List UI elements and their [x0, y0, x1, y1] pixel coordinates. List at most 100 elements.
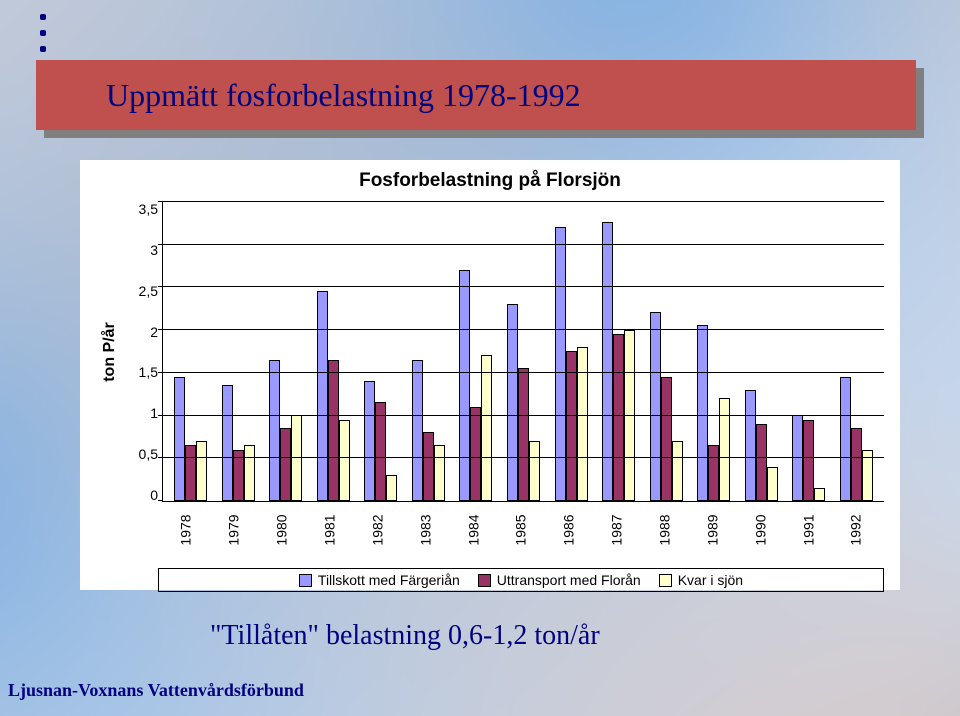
x-tick: 1985: [497, 508, 545, 524]
bar: [423, 432, 434, 501]
y-tick-mark: [158, 457, 163, 458]
bar: [375, 402, 386, 501]
chart-title: Fosforbelastning på Florsjön: [96, 170, 884, 192]
gridline: [163, 415, 884, 416]
bar-group: [832, 377, 880, 501]
x-tick-label: 1992: [848, 514, 864, 545]
bar-group: [595, 222, 643, 501]
y-tick-mark: [158, 415, 163, 416]
plot-row: ton P/år 00,511,522,533,5: [96, 202, 884, 502]
bar: [672, 441, 683, 501]
gridline: [163, 457, 884, 458]
plot-area: [162, 202, 884, 502]
bar-group: [500, 304, 548, 501]
bar: [222, 385, 233, 501]
y-tick-mark: [158, 329, 163, 330]
gridline: [163, 286, 884, 287]
y-axis-label-wrap: ton P/år: [96, 202, 124, 502]
header-band: Uppmätt fosforbelastning 1978-1992: [36, 60, 916, 130]
bar: [708, 445, 719, 501]
gridline: [163, 372, 884, 373]
gridline: [163, 244, 884, 245]
slide: Uppmätt fosforbelastning 1978-1992 Fosfo…: [0, 0, 960, 716]
header-front: Uppmätt fosforbelastning 1978-1992: [36, 60, 916, 130]
y-axis-label: ton P/år: [101, 322, 119, 382]
bullet-dot: [40, 30, 46, 36]
x-tick: 1982: [353, 508, 401, 524]
y-tick-label: 0: [124, 488, 158, 502]
footer-caption: "Tillåten" belastning 0,6-1,2 ton/år: [210, 620, 600, 652]
bar: [174, 377, 185, 501]
legend-swatch: [659, 574, 672, 587]
y-tick-label: 1,5: [124, 365, 158, 379]
bar: [412, 360, 423, 501]
x-tick-label: 1983: [417, 514, 433, 545]
bar: [767, 467, 778, 501]
org-footer: Ljusnan-Voxnans Vattenvårdsförbund: [8, 680, 304, 701]
bar: [434, 445, 445, 501]
x-tick: 1991: [784, 508, 832, 524]
legend-label: Uttransport med Florån: [497, 572, 641, 588]
page-title: Uppmätt fosforbelastning 1978-1992: [106, 77, 581, 114]
x-tick: 1984: [449, 508, 497, 524]
bar: [364, 381, 375, 501]
chart-container: Fosforbelastning på Florsjön ton P/år 00…: [80, 160, 900, 590]
y-tick-mark: [158, 201, 163, 202]
x-tick-label: 1979: [226, 514, 242, 545]
bar-group: [262, 360, 310, 501]
bar: [814, 488, 825, 501]
x-axis-ticks: 1978197919801981198219831984198519861987…: [158, 508, 884, 524]
y-axis-ticks: 00,511,522,533,5: [124, 202, 162, 502]
bar: [196, 441, 207, 501]
bar: [529, 441, 540, 501]
bar-group: [690, 325, 738, 501]
bar: [602, 222, 613, 501]
bullet-dot: [40, 46, 46, 52]
bar: [840, 377, 851, 501]
legend: Tillskott med Färgeriån Uttransport med F…: [158, 568, 884, 592]
bar: [339, 420, 350, 501]
y-tick-mark: [158, 286, 163, 287]
legend-label: Tillskott med Färgeriån: [318, 572, 460, 588]
bar: [328, 360, 339, 501]
y-tick-mark: [158, 372, 163, 373]
bar: [661, 377, 672, 501]
bar: [851, 428, 862, 501]
bar-group: [452, 270, 500, 501]
bar: [613, 334, 624, 501]
x-tick: 1992: [832, 508, 880, 524]
legend-item: Tillskott med Färgeriån: [299, 572, 460, 588]
bar-group: [357, 381, 405, 501]
y-tick-label: 3: [124, 243, 158, 257]
y-tick-label: 3,5: [124, 202, 158, 216]
bar: [459, 270, 470, 501]
x-tick-label: 1987: [609, 514, 625, 545]
bar: [317, 291, 328, 501]
x-tick-label: 1989: [704, 514, 720, 545]
x-tick-label: 1980: [274, 514, 290, 545]
bar: [185, 445, 196, 501]
y-tick-label: 2: [124, 325, 158, 339]
bar: [803, 420, 814, 501]
x-tick-label: 1990: [752, 514, 768, 545]
x-tick: 1980: [258, 508, 306, 524]
x-tick: 1988: [641, 508, 689, 524]
bar-group: [547, 227, 595, 501]
legend-label: Kvar i sjön: [678, 572, 743, 588]
x-tick-label: 1985: [513, 514, 529, 545]
x-tick: 1987: [593, 508, 641, 524]
bullet-stack: [40, 4, 46, 62]
bar: [756, 424, 767, 501]
x-tick-label: 1986: [561, 514, 577, 545]
bar: [470, 407, 481, 501]
bar: [719, 398, 730, 501]
bar: [566, 351, 577, 501]
x-tick-label: 1981: [322, 514, 338, 545]
bullet-dot: [40, 14, 46, 20]
gridline: [163, 201, 884, 202]
bar: [555, 227, 566, 501]
bar: [280, 428, 291, 501]
bar: [386, 475, 397, 501]
x-tick-label: 1982: [369, 514, 385, 545]
x-tick-label: 1991: [800, 514, 816, 545]
